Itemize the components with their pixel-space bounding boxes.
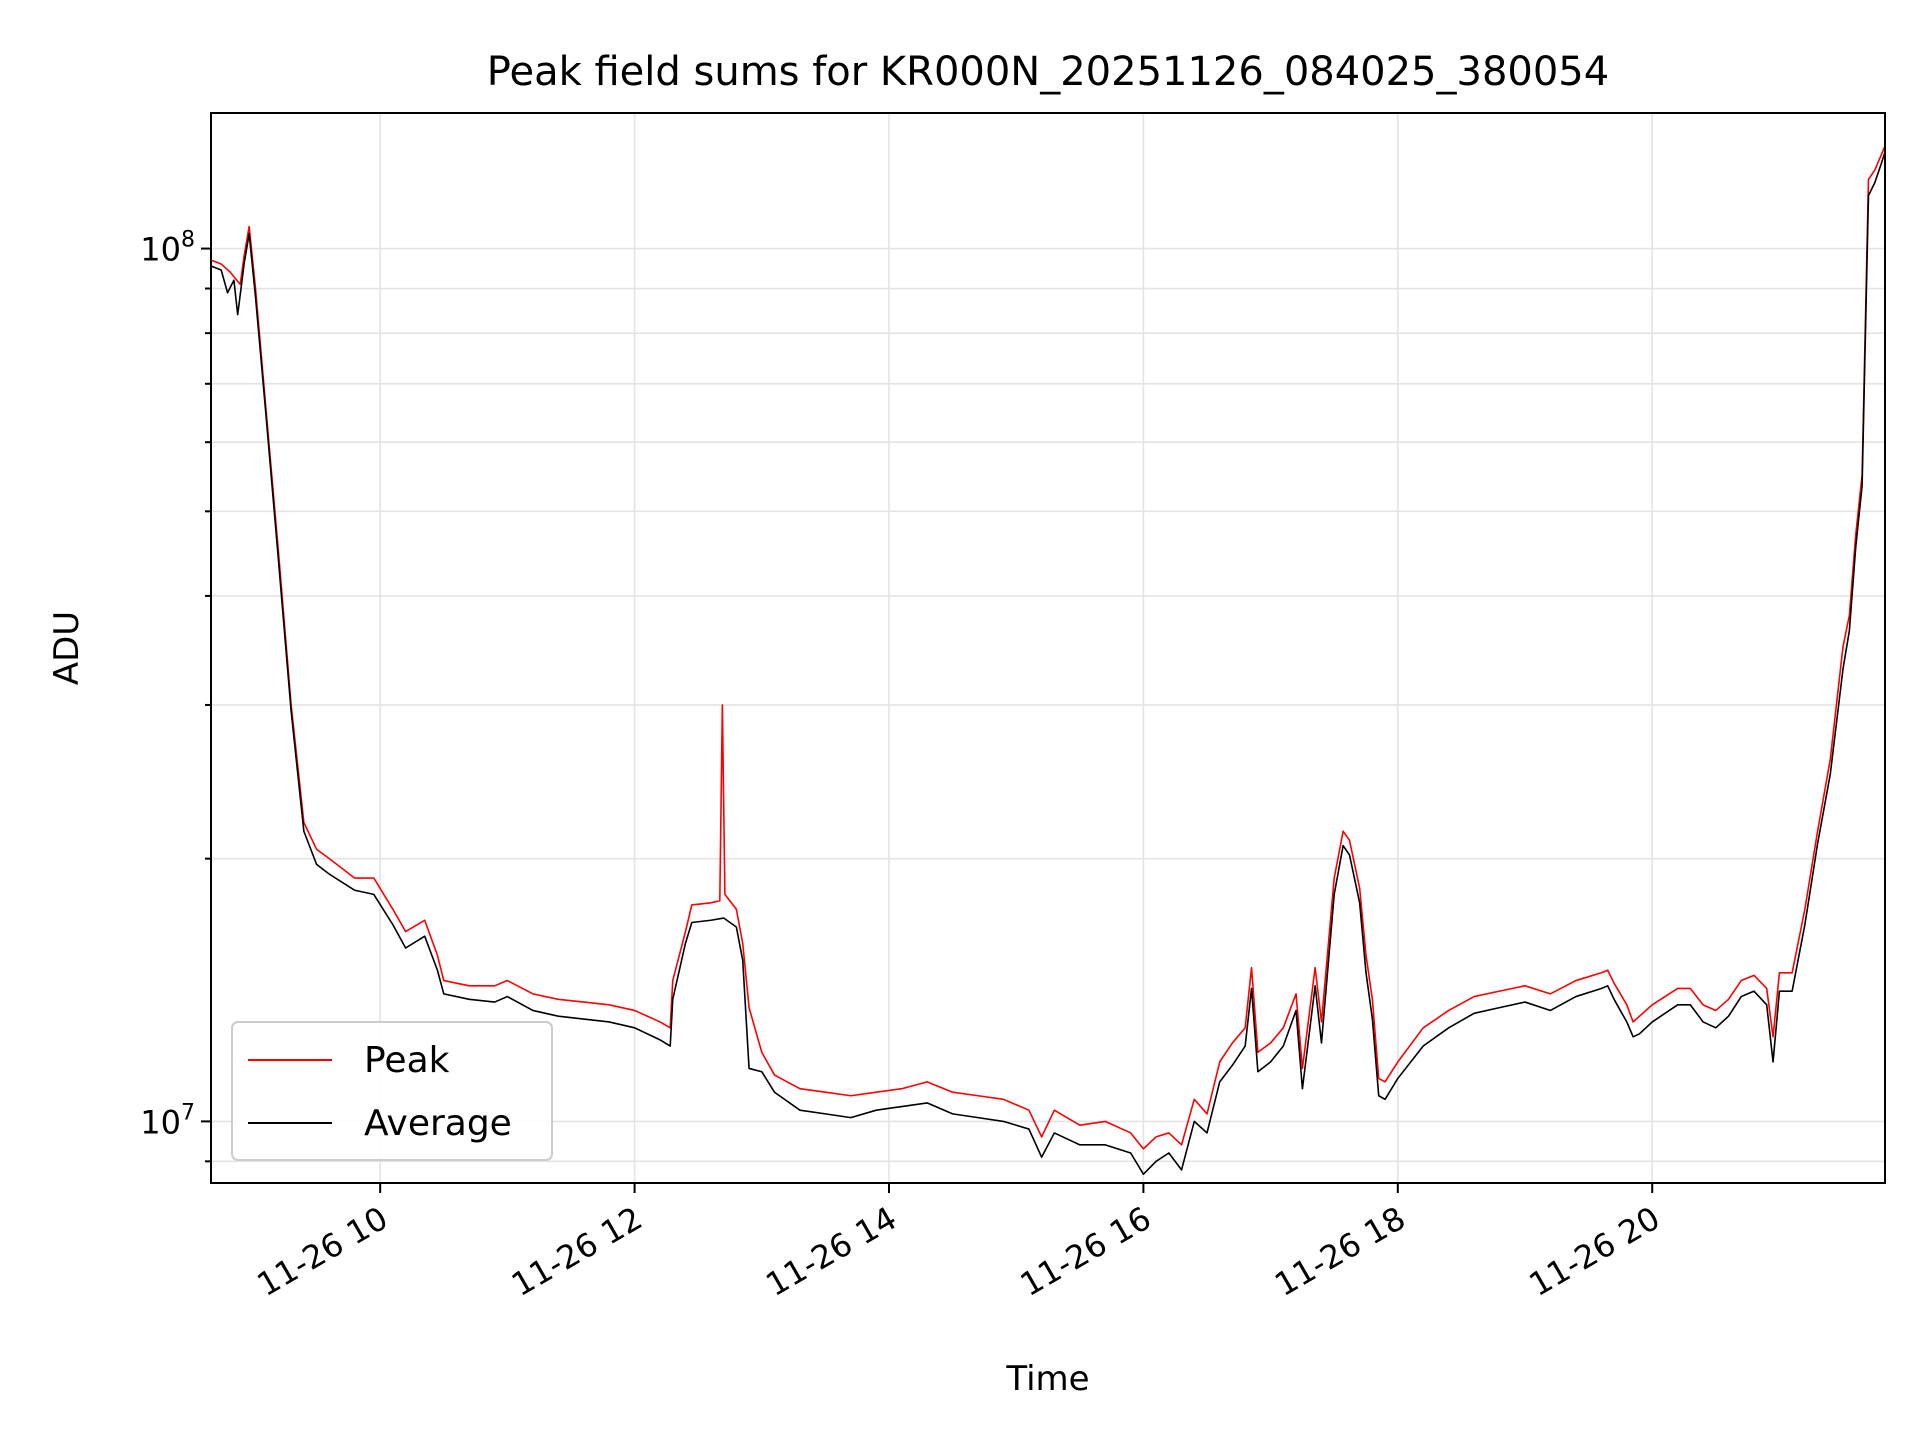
legend-box	[231, 1021, 553, 1161]
series-line-peak	[211, 145, 1885, 1150]
legend-label-peak: Peak	[364, 1040, 450, 1081]
y-axis-label: ADU	[47, 611, 87, 685]
legend-label-average: Average	[364, 1103, 512, 1144]
series-layer	[211, 145, 1885, 1175]
grid-layer	[211, 113, 1885, 1183]
x-axis-label: Time	[1005, 1359, 1089, 1399]
y-tick-label: 108	[140, 228, 195, 269]
plot-frame	[210, 112, 1886, 1184]
chart-title: Peak field sums for KR000N_20251126_0840…	[487, 49, 1609, 95]
legend: Peak Average	[231, 1021, 553, 1161]
series-line-average	[211, 151, 1885, 1175]
y-tick-label: 107	[140, 1100, 195, 1141]
